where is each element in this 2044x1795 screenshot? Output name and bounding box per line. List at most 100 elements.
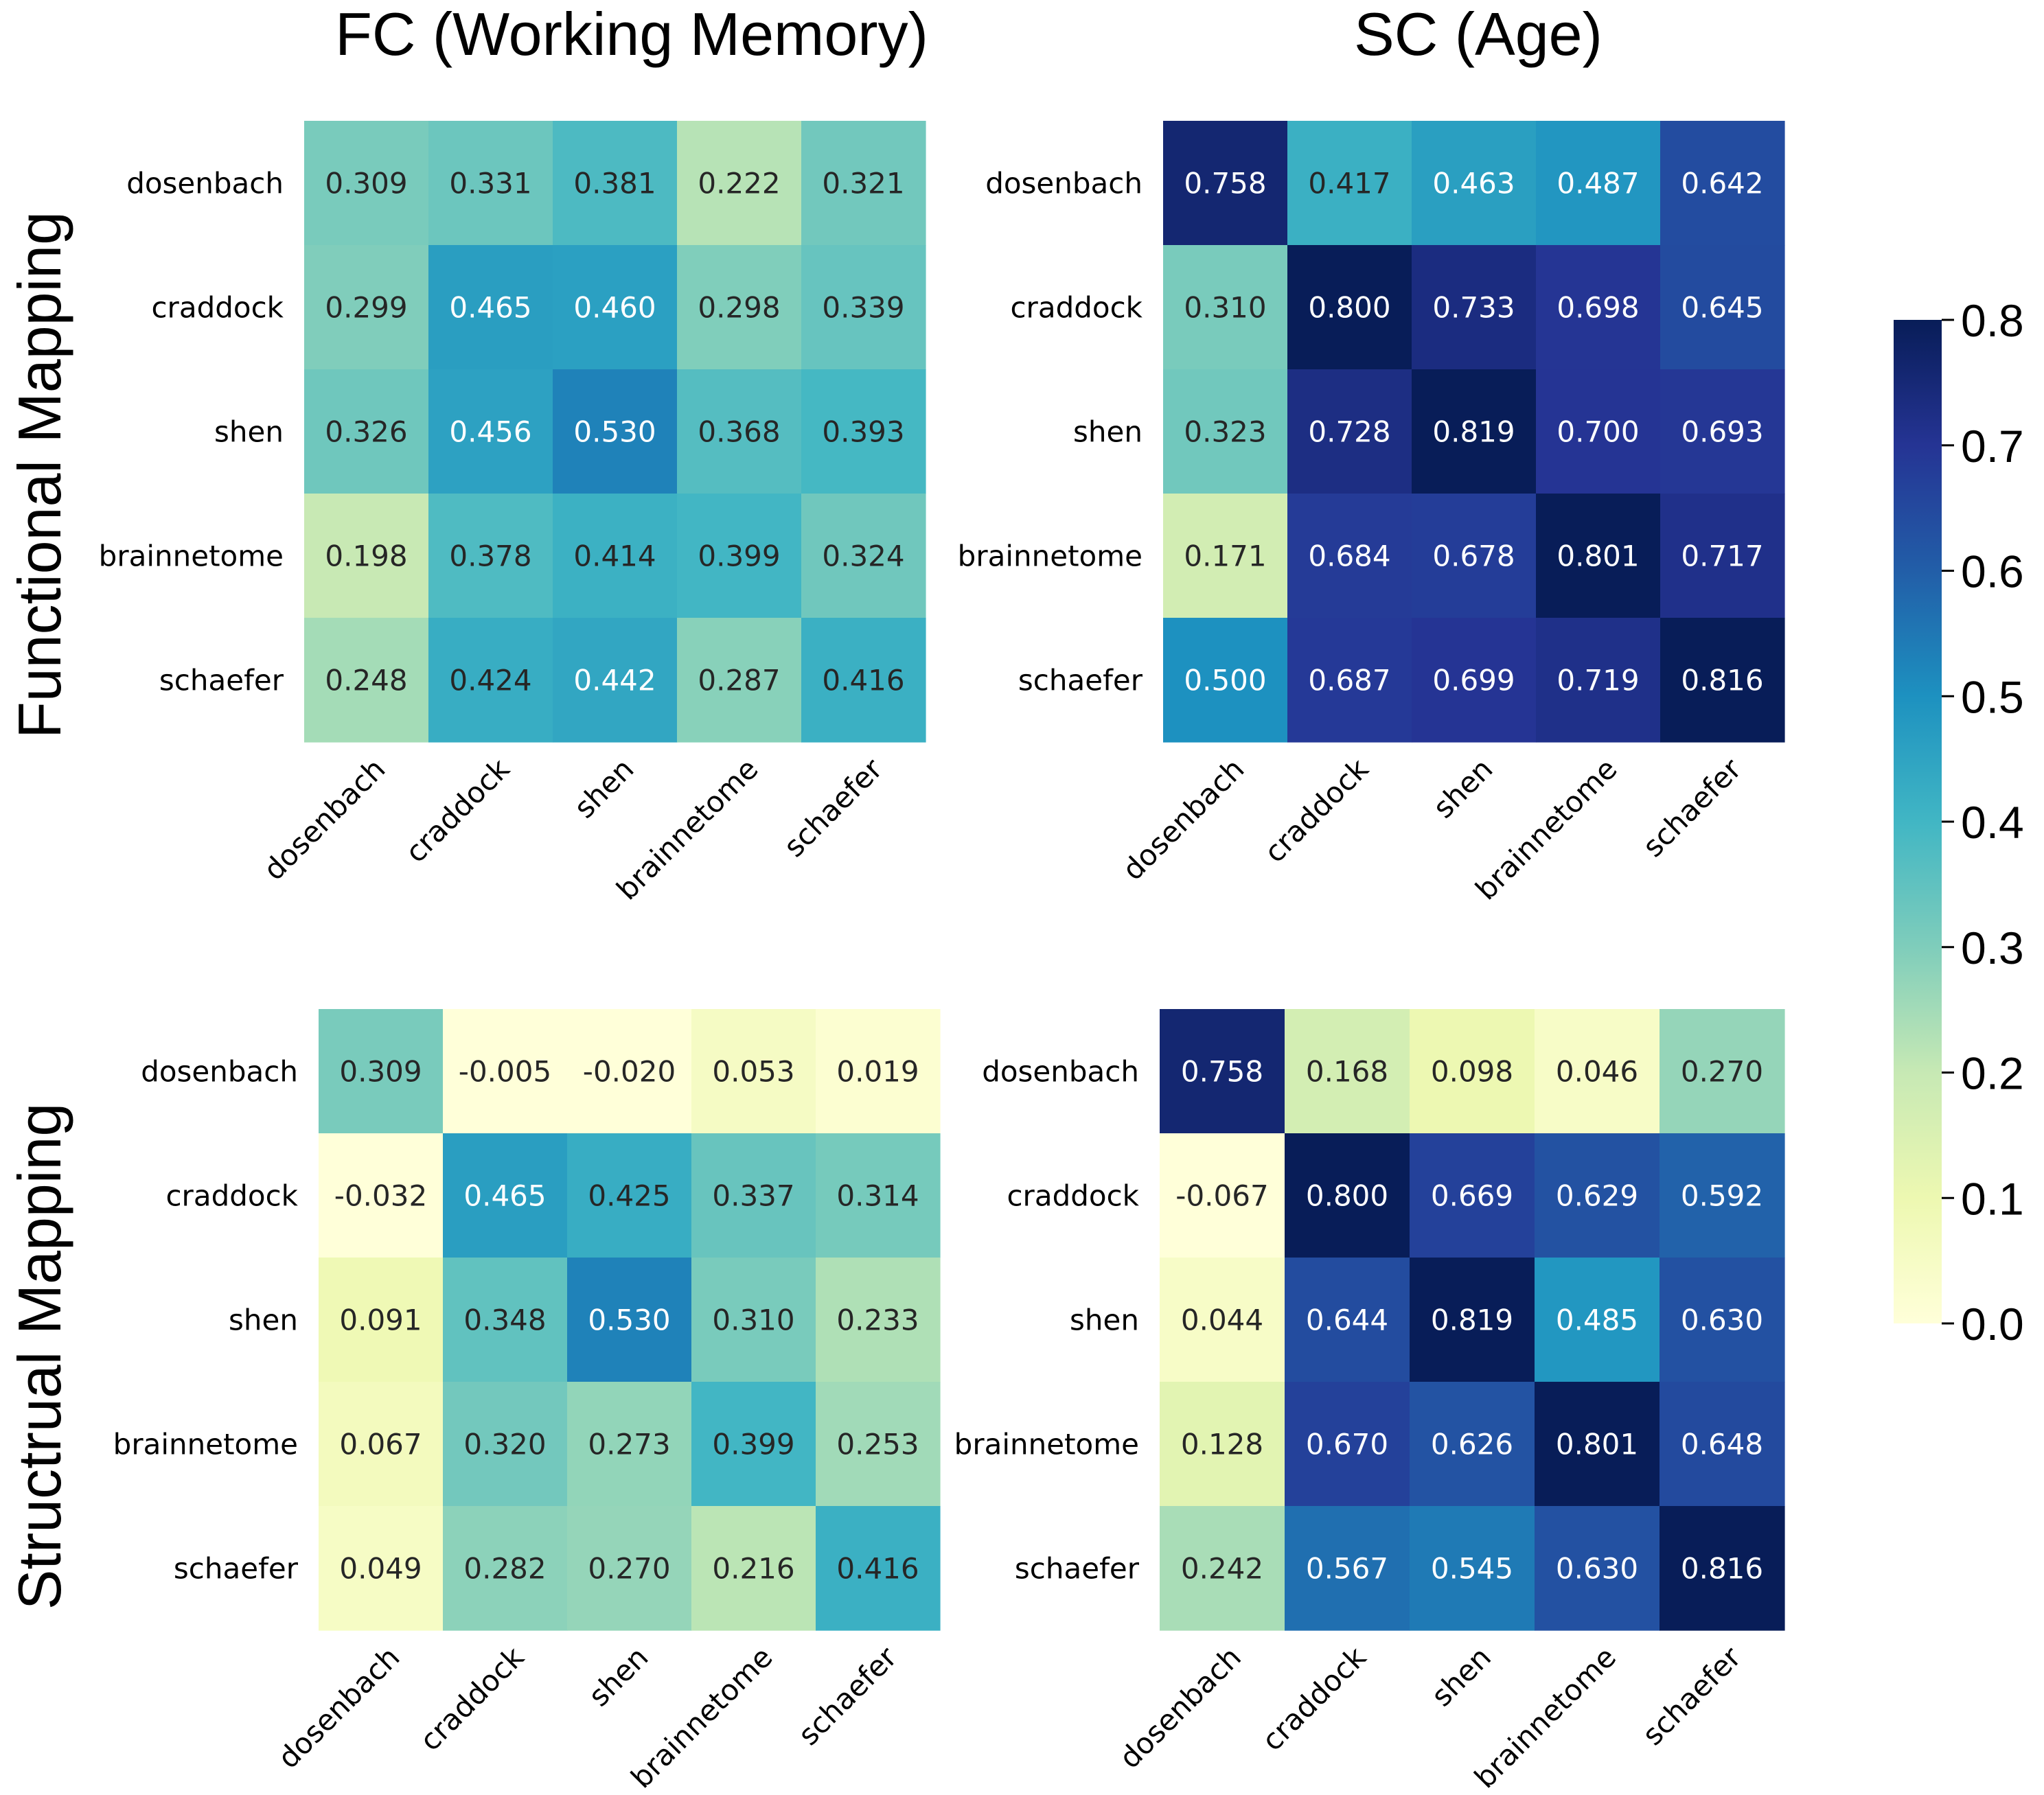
cell-value-label: 0.416	[822, 664, 904, 697]
row-tick-label: shen	[214, 415, 284, 449]
cell-value-label: 0.530	[588, 1304, 670, 1337]
row-tick-label: brainnetome	[113, 1428, 298, 1461]
heatmap-cell	[319, 1506, 444, 1631]
cell-value-label: 0.309	[325, 167, 407, 200]
cell-value-label: 0.487	[1557, 167, 1639, 200]
cell-value-label: 0.091	[339, 1304, 422, 1337]
cell-value-label: 0.644	[1306, 1304, 1388, 1337]
cell-value-label: 0.465	[449, 291, 531, 325]
heatmap-cell	[1287, 494, 1412, 618]
heatmap-cell	[1660, 245, 1785, 370]
heatmap-cell	[691, 1382, 816, 1507]
column-tick-label: schaefer	[1635, 1640, 1747, 1752]
cell-value-label: 0.216	[712, 1552, 794, 1586]
row-tick-label: dosenbach	[126, 167, 284, 200]
row-tick-label: shen	[1070, 1304, 1139, 1337]
column-tick-label: craddock	[1258, 752, 1375, 869]
heatmap-cell	[567, 1009, 692, 1134]
heatmap-cell	[1160, 1258, 1285, 1382]
row-tick-label: shen	[1073, 415, 1142, 449]
cell-value-label: 0.310	[712, 1304, 794, 1337]
cell-value-label: 0.348	[463, 1304, 546, 1337]
heatmap-cell	[1660, 618, 1785, 743]
heatmap-cell	[801, 494, 926, 618]
cell-value-label: 0.669	[1431, 1179, 1513, 1213]
heatmap-cell	[1412, 494, 1537, 618]
heatmap-cell	[801, 369, 926, 494]
heatmap-cell	[1535, 1258, 1660, 1382]
colorbar-tick-label: 0.1	[1961, 1173, 2024, 1224]
cell-value-label: 0.728	[1308, 415, 1390, 449]
heatmap-cell	[428, 618, 553, 743]
cell-value-label: 0.567	[1306, 1552, 1388, 1586]
cell-value-label: 0.642	[1681, 167, 1763, 200]
heatmap-cell	[1410, 1382, 1535, 1507]
cell-value-label: 0.645	[1681, 291, 1763, 325]
row-tick-label: dosenbach	[982, 1055, 1139, 1089]
cell-value-label: 0.287	[698, 664, 780, 697]
heatmap-cell	[691, 1506, 816, 1631]
cell-value-label: 0.801	[1556, 1428, 1638, 1461]
row-title-structural: Structrual Mapping	[5, 1103, 73, 1610]
heatmap-cell	[567, 1133, 692, 1258]
heatmap-cell	[304, 369, 429, 494]
cell-value-label: 0.331	[449, 167, 531, 200]
heatmap-cell	[319, 1382, 444, 1507]
cell-value-label: 0.298	[698, 291, 780, 325]
heatmap-cell	[1285, 1506, 1410, 1631]
cell-value-label: 0.801	[1557, 540, 1639, 573]
heatmap-cell	[567, 1382, 692, 1507]
heatmap-cell	[1163, 121, 1288, 246]
heatmap-cell	[567, 1506, 692, 1631]
heatmap-panels: 0.309 0.331 0.381 0.222 0.321 0.299 0.465 0.460…	[99, 121, 1785, 1795]
heatmap-cell	[1660, 1382, 1785, 1507]
heatmap-cell	[1536, 618, 1661, 743]
cell-value-label: 0.044	[1181, 1304, 1263, 1337]
column-tick-label: craddock	[1255, 1640, 1373, 1757]
colorbar-tick-label: 0.4	[1961, 797, 2024, 848]
heatmap-cell	[677, 494, 802, 618]
colorbar-gradient	[1894, 320, 1942, 1323]
cell-value-label: 0.630	[1681, 1304, 1763, 1337]
colorbar-tick-label: 0.2	[1961, 1048, 2024, 1099]
cell-value-label: -0.067	[1175, 1179, 1268, 1213]
cell-value-label: 0.309	[339, 1055, 422, 1089]
heatmap-cell	[1160, 1009, 1285, 1134]
cell-value-label: 0.323	[1184, 415, 1266, 449]
cell-value-label: 0.248	[325, 664, 407, 697]
colorbar: 0.0 0.1 0.2 0.3 0.4 0.5 0.6 0.7 0.8	[1894, 295, 2024, 1350]
heatmap-cell	[1660, 1506, 1785, 1631]
heatmap-cell	[567, 1258, 692, 1382]
cell-value-label: 0.399	[698, 540, 780, 573]
heatmap-cell	[1535, 1133, 1660, 1258]
cell-value-label: 0.337	[712, 1179, 794, 1213]
heatmap-cell	[1536, 121, 1661, 246]
heatmap-panel: 0.758 0.168 0.098 0.046 0.270 -0.067 0.800 0.66…	[954, 1009, 1785, 1795]
cell-value-label: 0.067	[339, 1428, 422, 1461]
heatmap-cell	[1287, 245, 1412, 370]
column-tick-label: shen	[1425, 1640, 1497, 1713]
heatmap-cell	[304, 121, 429, 246]
heatmap-cell	[1160, 1133, 1285, 1258]
row-tick-label: schaefer	[174, 1552, 299, 1586]
cell-value-label: 0.687	[1308, 664, 1390, 697]
cell-value-label: 0.098	[1431, 1055, 1513, 1089]
heatmap-panel: 0.309 0.331 0.381 0.222 0.321 0.299 0.465 0.460…	[99, 121, 926, 907]
cell-value-label: 0.678	[1432, 540, 1515, 573]
heatmap-cell	[1660, 369, 1785, 494]
row-tick-label: craddock	[151, 291, 284, 325]
heatmap-cell	[677, 369, 802, 494]
cell-value-label: 0.399	[712, 1428, 794, 1461]
row-tick-label: schaefer	[1015, 1552, 1140, 1586]
cell-value-label: 0.222	[698, 167, 780, 200]
column-tick-label: dosenbach	[271, 1640, 406, 1774]
colorbar-tick-label: 0.8	[1961, 295, 2024, 346]
heatmap-cell	[1163, 494, 1288, 618]
cell-value-label: 0.198	[325, 540, 407, 573]
cell-value-label: 0.393	[822, 415, 904, 449]
heatmap-cell	[553, 121, 678, 246]
heatmap-cell	[1410, 1506, 1535, 1631]
heatmap-cell	[816, 1506, 941, 1631]
cell-value-label: 0.819	[1432, 415, 1515, 449]
heatmap-cell	[1285, 1009, 1410, 1134]
